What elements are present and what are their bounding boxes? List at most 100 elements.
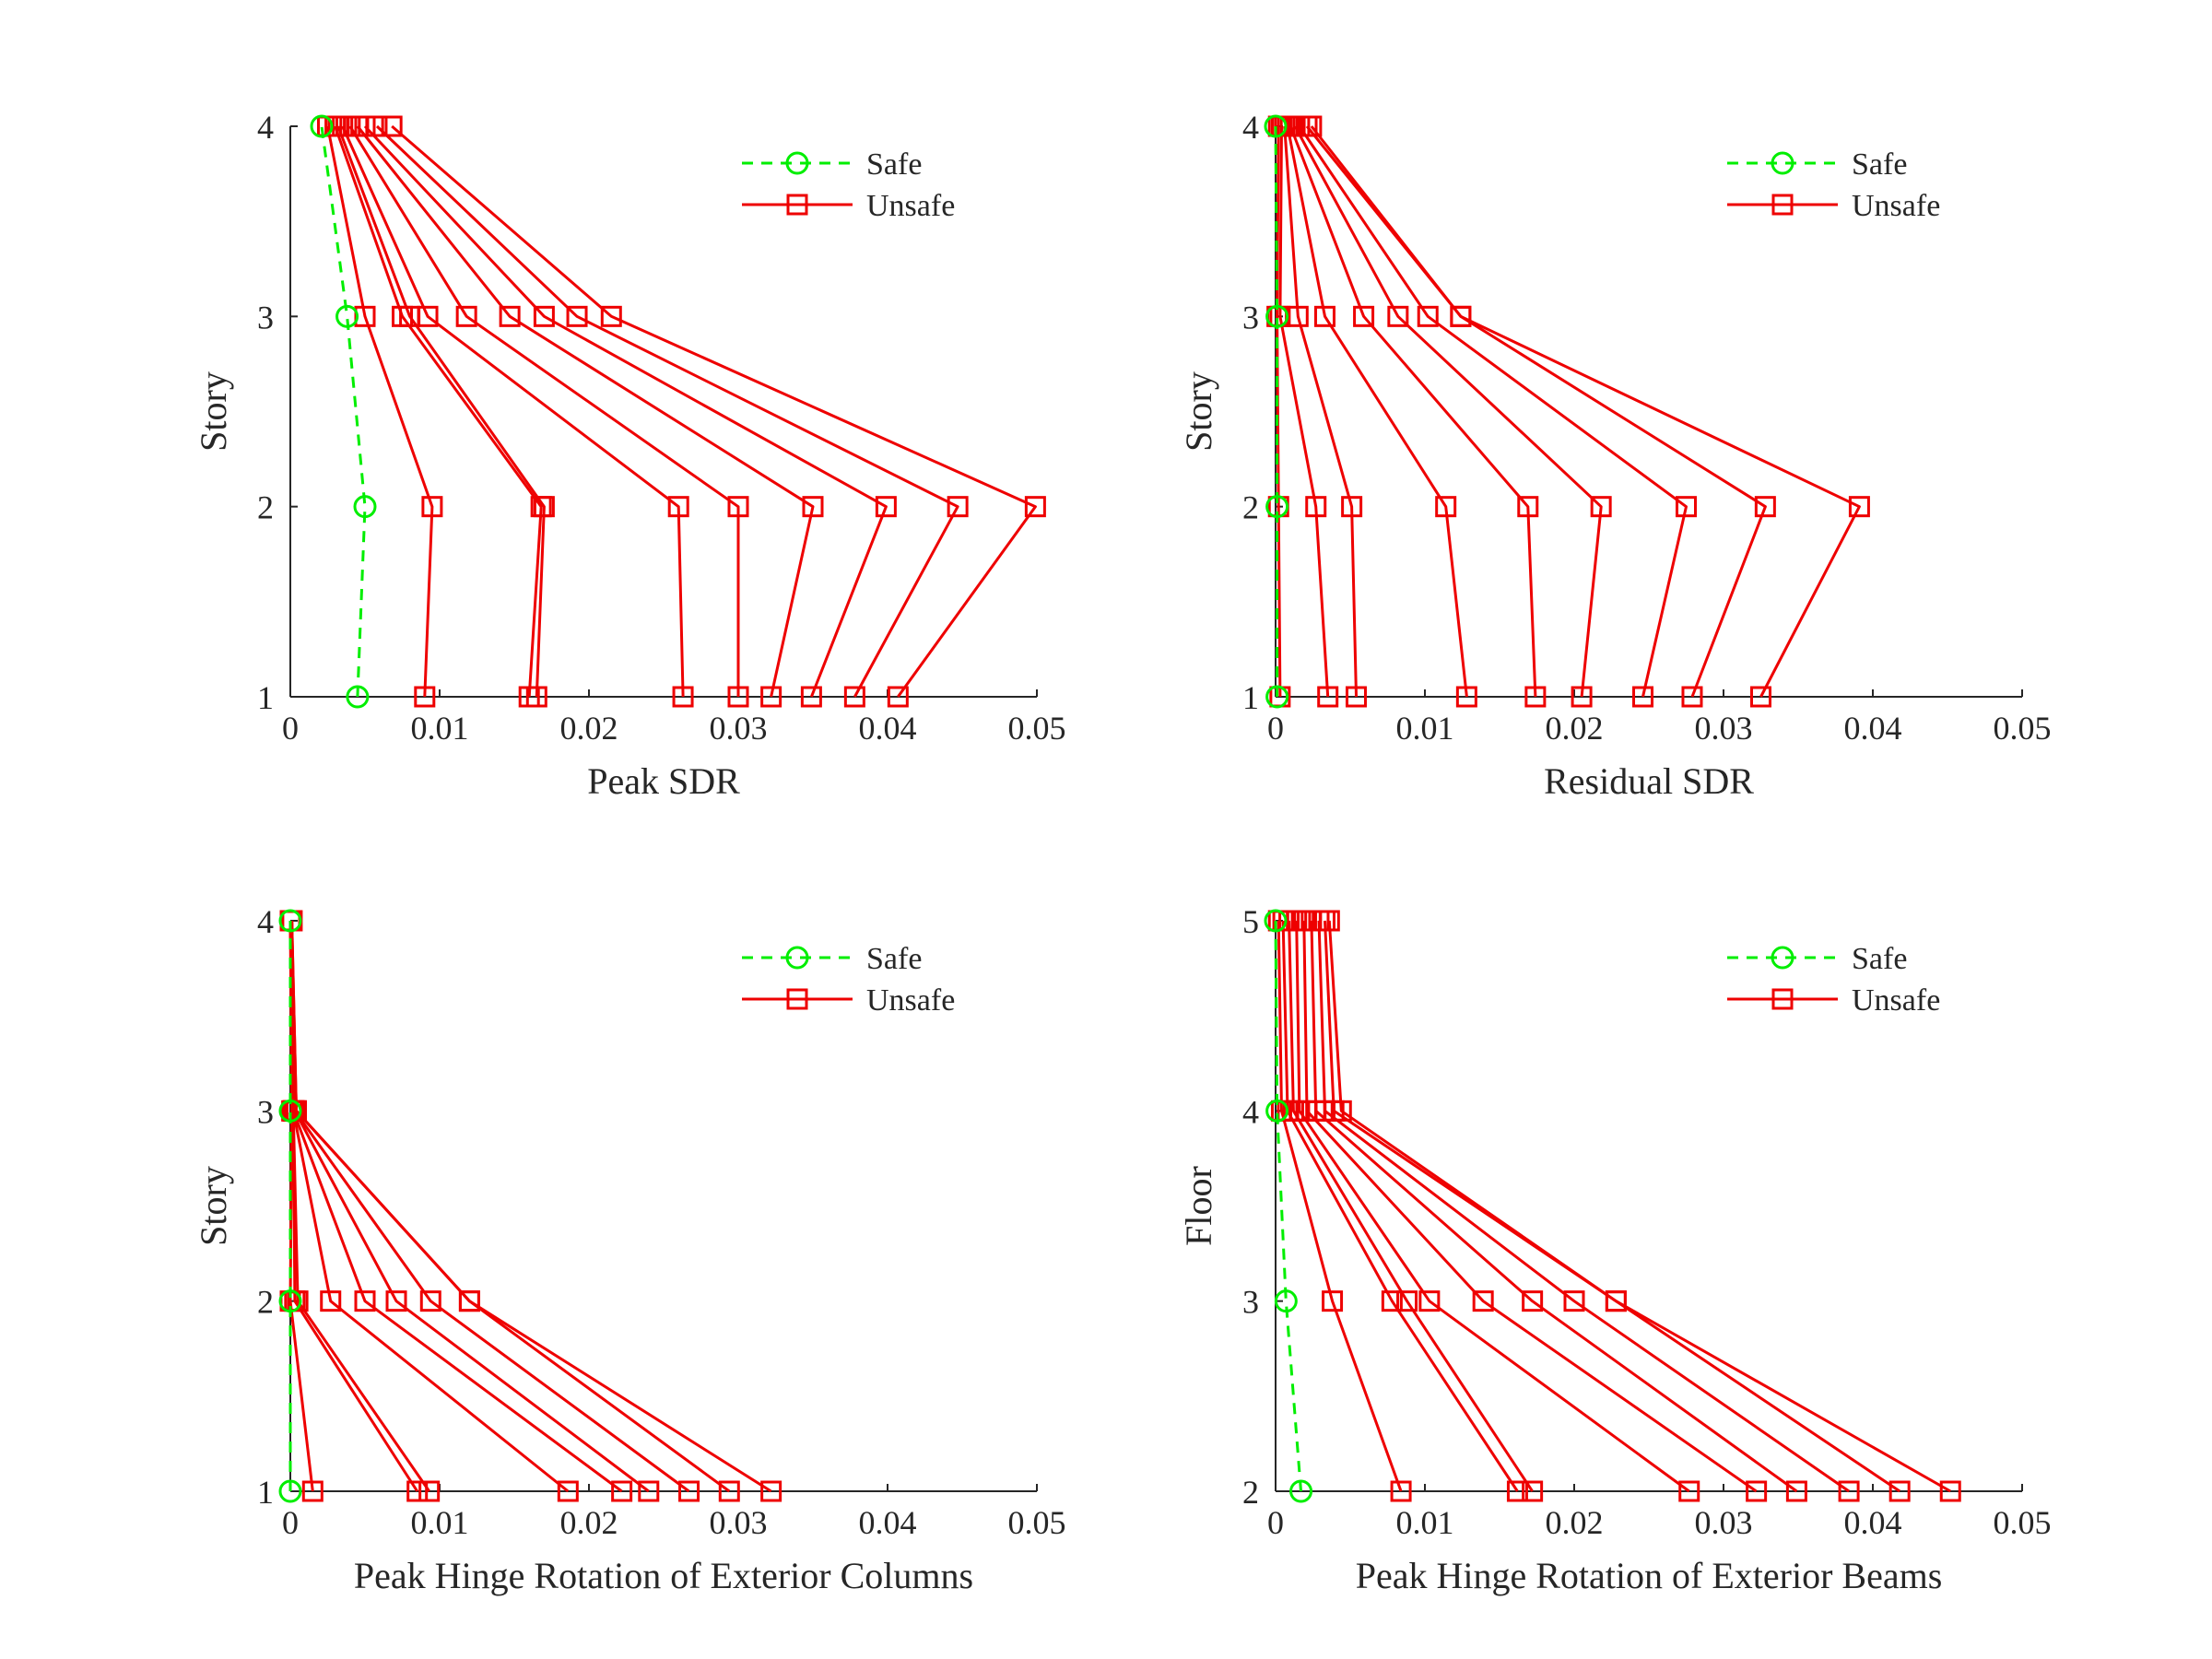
legend-marker (785, 946, 809, 970)
data-point (947, 496, 969, 518)
y-tick-label: 4 (1242, 109, 1259, 146)
data-point (455, 305, 477, 327)
legend-safe-swatch (1727, 151, 1838, 175)
series-line (326, 125, 434, 698)
data-point (802, 496, 824, 518)
series-line (1278, 125, 1330, 698)
data-point (1330, 1100, 1352, 1122)
series-unsafe-1 (317, 115, 443, 708)
data-point (843, 686, 865, 708)
series-unsafe-7 (1288, 115, 1697, 708)
y-axis-label: Story (1178, 371, 1219, 452)
series-line (1305, 125, 1767, 698)
x-tick-label: 0.01 (1396, 710, 1454, 747)
data-point (1785, 1480, 1807, 1502)
series-unsafe-5 (339, 115, 749, 708)
data-point (1381, 1290, 1403, 1312)
x-tick-label: 0.05 (1994, 710, 2052, 747)
x-tick-label: 0.05 (1008, 710, 1066, 747)
series-line (1281, 920, 1519, 1492)
x-tick-label: 0 (1267, 1504, 1284, 1541)
series-line (290, 920, 772, 1493)
data-point (354, 305, 376, 327)
series-line (1283, 125, 1358, 698)
chart-panel-4: 0 0.01 0.02 0.03 0.04 0.05 2 3 4 5 Peak Hinge Rota… (1178, 903, 2052, 1596)
x-tick-label: 0.01 (1396, 1504, 1454, 1541)
data-point (458, 1290, 480, 1312)
data-point (875, 496, 897, 518)
legend-safe-swatch (1727, 946, 1838, 970)
data-point (533, 496, 555, 518)
data-point (1313, 305, 1335, 327)
y-tick-label: 1 (1242, 679, 1259, 716)
data-point (1265, 685, 1289, 709)
series-unsafe-2 (1272, 910, 1528, 1502)
legend-marker (1771, 946, 1794, 970)
series-line (1288, 125, 1537, 698)
chart-panel-1: 0 0.01 0.02 0.03 0.04 0.05 1 2 3 4 Peak SDR Story Sa… (193, 109, 1066, 802)
y-tick-label: 3 (1242, 1284, 1259, 1321)
series-unsafe-1 (1266, 115, 1291, 708)
data-point (1506, 1480, 1528, 1502)
data-point (1435, 496, 1457, 518)
legend-label-safe: Safe (1852, 942, 1907, 976)
legend: Safe Unsafe (1727, 147, 1940, 223)
data-point (727, 686, 749, 708)
data-point (718, 1480, 740, 1502)
series-line (1327, 920, 1951, 1493)
data-point (417, 305, 439, 327)
data-point (1678, 1480, 1700, 1502)
data-point (1524, 686, 1547, 708)
x-tick-label: 0.04 (859, 1504, 917, 1541)
legend: Safe Unsafe (742, 942, 955, 1018)
data-point (1300, 115, 1323, 137)
data-point (1455, 686, 1477, 708)
data-point (600, 305, 622, 327)
data-point (381, 115, 403, 137)
x-tick-label: 0.03 (1695, 710, 1753, 747)
series-line (1288, 920, 1534, 1492)
legend-marker (785, 151, 809, 175)
data-point (301, 1480, 324, 1502)
x-tick-label: 0.03 (1695, 1504, 1753, 1541)
series-line (334, 125, 543, 698)
data-point (419, 1290, 441, 1312)
data-point (1472, 1290, 1494, 1312)
data-point (1939, 1480, 1961, 1502)
series-unsafe-3 (1278, 910, 1544, 1502)
series-line (391, 124, 1037, 698)
legend-marker (1771, 151, 1794, 175)
series-unsafe-4 (281, 910, 579, 1502)
x-axis-label: Peak SDR (587, 760, 740, 802)
y-tick-label: 4 (257, 903, 274, 940)
data-point (354, 1290, 376, 1312)
data-point (1345, 686, 1367, 708)
data-point (287, 1290, 309, 1312)
series-line (336, 125, 546, 698)
series-line (363, 124, 888, 698)
data-point (678, 1480, 700, 1502)
series-unsafe-8 (366, 115, 969, 708)
series-line (1310, 920, 1798, 1493)
x-axis-label: Peak Hinge Rotation of Exterior Columns (354, 1555, 973, 1596)
data-point (1287, 305, 1309, 327)
y-tick-label: 2 (257, 489, 274, 526)
y-tick-label: 2 (1242, 489, 1259, 526)
legend-marker (786, 194, 808, 216)
legend-label-unsafe: Unsafe (1852, 983, 1940, 1018)
data-point (278, 909, 302, 933)
data-point (1563, 1290, 1585, 1312)
data-point (1632, 686, 1654, 708)
series-unsafe-5 (1279, 115, 1547, 708)
data-point (1289, 1479, 1313, 1503)
x-axis-label: Residual SDR (1544, 760, 1754, 802)
y-tick-label: 5 (1242, 903, 1259, 940)
data-point (1522, 1480, 1544, 1502)
series-line (1293, 125, 1603, 698)
data-point (1590, 496, 1612, 518)
series-line (1277, 920, 1403, 1492)
data-point (1305, 496, 1327, 518)
series-unsafe-5 (281, 910, 633, 1502)
x-tick-label: 0 (282, 1504, 299, 1541)
data-point (278, 1479, 302, 1503)
